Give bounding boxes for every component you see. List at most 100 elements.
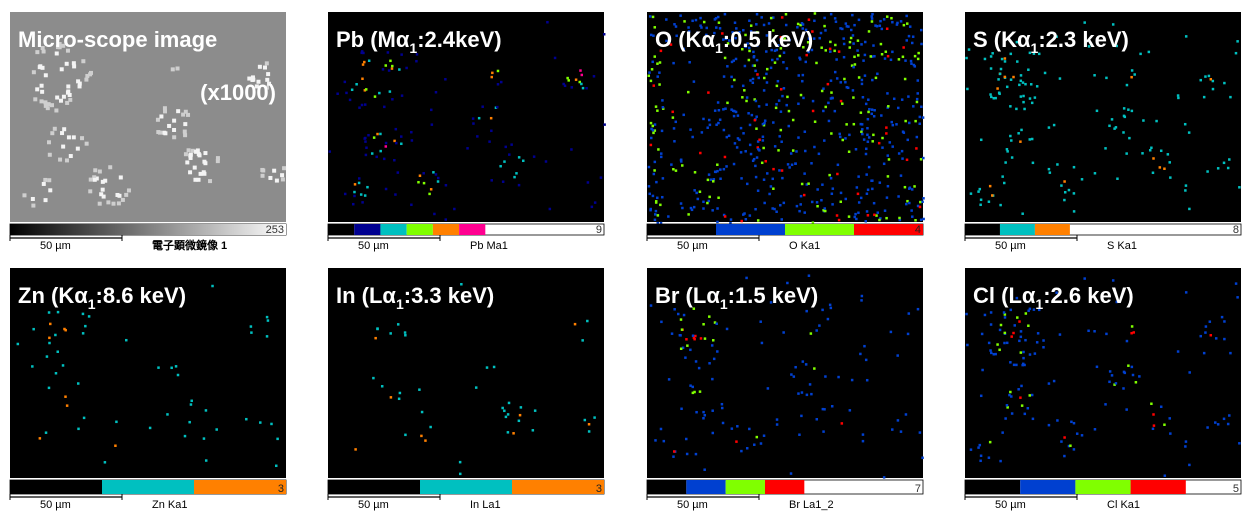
- signal-pixel: [790, 163, 794, 167]
- signal-pixel: [891, 428, 894, 431]
- signal-pixel: [772, 187, 775, 190]
- signal-pixel: [397, 397, 401, 401]
- signal-pixel: [779, 203, 782, 207]
- particle-pixel: [43, 177, 48, 182]
- signal-pixel: [655, 180, 658, 184]
- signal-pixel: [798, 433, 801, 436]
- signal-pixel: [1012, 331, 1015, 335]
- signal-pixel: [1028, 138, 1032, 141]
- particle-pixel: [75, 146, 80, 151]
- particle-pixel: [54, 51, 59, 56]
- signal-pixel: [485, 366, 489, 369]
- signal-pixel: [472, 122, 475, 125]
- signal-pixel: [1060, 184, 1063, 187]
- signal-pixel: [857, 201, 861, 204]
- signal-pixel: [830, 405, 834, 408]
- signal-pixel: [855, 217, 858, 221]
- signal-pixel: [654, 105, 658, 108]
- signal-pixel: [740, 177, 743, 180]
- signal-pixel: [915, 135, 919, 139]
- signal-pixel: [828, 303, 832, 307]
- particle-pixel: [55, 95, 60, 100]
- signal-pixel: [1150, 146, 1153, 150]
- signal-pixel: [1234, 282, 1238, 285]
- signal-pixel: [1004, 161, 1007, 164]
- signal-pixel: [843, 77, 846, 81]
- signal-pixel: [1004, 417, 1007, 420]
- signal-pixel: [533, 409, 537, 412]
- signal-pixel: [47, 386, 51, 390]
- signal-pixel: [799, 93, 803, 97]
- signal-pixel: [1072, 192, 1076, 195]
- signal-pixel: [650, 136, 653, 140]
- signal-pixel: [921, 456, 924, 460]
- title-text: O (Kα: [655, 27, 715, 52]
- signal-pixel: [430, 123, 434, 126]
- signal-pixel: [898, 216, 901, 220]
- particle-pixel: [108, 165, 113, 170]
- signal-pixel: [357, 181, 361, 185]
- signal-pixel: [1209, 78, 1213, 81]
- signal-pixel: [752, 157, 756, 161]
- signal-pixel: [652, 84, 656, 87]
- signal-pixel: [437, 176, 440, 180]
- signal-pixel: [1037, 308, 1041, 312]
- signal-pixel: [671, 116, 675, 119]
- signal-pixel: [885, 27, 889, 30]
- signal-pixel: [1158, 166, 1162, 169]
- signal-pixel: [882, 476, 886, 479]
- signal-pixel: [380, 385, 384, 388]
- signal-pixel: [1095, 365, 1099, 369]
- signal-pixel: [908, 201, 911, 205]
- signal-pixel: [1105, 332, 1108, 336]
- signal-pixel: [851, 34, 855, 37]
- signal-pixel: [864, 358, 868, 362]
- signal-pixel: [1058, 77, 1062, 80]
- signal-pixel: [1063, 191, 1067, 194]
- panel: In (Lα1:3.3 keV)350 µm In La1: [327, 268, 605, 511]
- signal-pixel: [275, 464, 278, 468]
- signal-pixel: [773, 61, 777, 64]
- signal-pixel: [983, 313, 987, 317]
- signal-pixel: [722, 108, 725, 111]
- particle-pixel: [65, 48, 70, 53]
- signal-pixel: [707, 173, 711, 176]
- signal-pixel: [748, 123, 752, 127]
- signal-pixel: [490, 129, 493, 133]
- signal-pixel: [765, 72, 768, 76]
- signal-pixel: [867, 136, 871, 139]
- signal-pixel: [842, 55, 846, 59]
- signal-pixel: [61, 364, 65, 367]
- signal-pixel: [886, 175, 890, 178]
- signal-pixel: [81, 312, 85, 316]
- signal-pixel: [1005, 148, 1009, 151]
- signal-pixel: [373, 95, 377, 98]
- signal-pixel: [687, 213, 690, 216]
- signal-pixel: [797, 102, 800, 106]
- panel: Br (Lα1:1.5 keV)750 µm Br La1_2: [646, 268, 924, 511]
- signal-pixel: [989, 67, 993, 70]
- signal-pixel: [56, 310, 60, 314]
- signal-pixel: [850, 378, 854, 382]
- signal-pixel: [920, 105, 923, 109]
- signal-pixel: [573, 322, 577, 326]
- signal-pixel: [510, 143, 513, 146]
- signal-pixel: [388, 90, 392, 93]
- signal-pixel: [775, 48, 779, 52]
- signal-pixel: [890, 120, 893, 124]
- signal-pixel: [969, 192, 973, 195]
- signal-pixel: [703, 468, 706, 471]
- colorbar-segment: [716, 224, 785, 235]
- signal-pixel: [795, 150, 798, 153]
- signal-pixel: [744, 150, 747, 153]
- signal-pixel: [910, 41, 914, 45]
- signal-pixel: [870, 179, 873, 182]
- signal-pixel: [1060, 440, 1063, 443]
- signal-pixel: [1055, 291, 1058, 294]
- signal-pixel: [724, 107, 727, 110]
- particle-pixel: [203, 151, 208, 156]
- signal-pixel: [1152, 424, 1156, 427]
- signal-pixel: [1009, 134, 1012, 138]
- signal-pixel: [1125, 408, 1128, 411]
- signal-pixel: [1002, 311, 1006, 314]
